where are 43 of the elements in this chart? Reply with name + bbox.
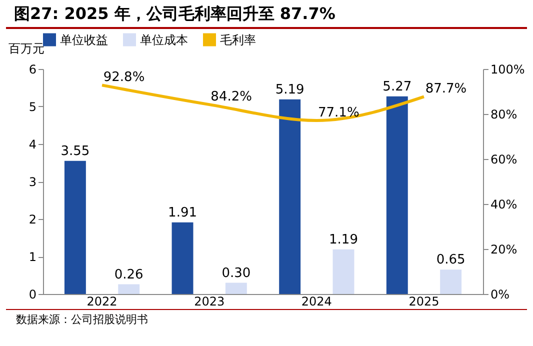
data-label: 1.19 bbox=[329, 232, 358, 248]
data-label: 77.1% bbox=[318, 106, 360, 121]
x-tick-label: 2023 bbox=[194, 294, 225, 308]
bar bbox=[118, 284, 140, 294]
chart-title: 图27: 2025 年，公司毛利率回升至 87.7% bbox=[6, 0, 527, 29]
data-label: 0.30 bbox=[222, 266, 251, 281]
y-tick-label: 2 bbox=[28, 212, 36, 226]
bar bbox=[225, 282, 247, 294]
bar bbox=[172, 222, 194, 294]
data-label: 1.91 bbox=[168, 205, 197, 220]
data-label: 5.27 bbox=[382, 79, 412, 94]
x-tick-label: 2022 bbox=[86, 294, 118, 308]
y-tick-label: 3 bbox=[28, 175, 36, 189]
bar bbox=[386, 96, 408, 294]
y2-tick-label: 60% bbox=[490, 152, 518, 166]
y-tick-label: 0 bbox=[28, 288, 36, 302]
y2-tick-label: 20% bbox=[490, 242, 518, 256]
y2-tick-label: 80% bbox=[490, 108, 518, 122]
bar bbox=[279, 99, 301, 294]
y-tick-label: 4 bbox=[28, 138, 36, 152]
x-tick-label: 2025 bbox=[408, 294, 440, 308]
data-label: 3.55 bbox=[60, 144, 90, 159]
y2-tick-label: 40% bbox=[490, 198, 518, 212]
data-label: 84.2% bbox=[210, 90, 252, 105]
legend-label: 毛利率 bbox=[220, 32, 256, 47]
x-tick-label: 2024 bbox=[301, 294, 332, 308]
bar bbox=[64, 160, 86, 294]
data-label: 0.65 bbox=[436, 252, 466, 268]
source-note: 数据来源：公司招股说明书 bbox=[6, 309, 527, 329]
bar bbox=[332, 249, 354, 294]
y-tick-label: 5 bbox=[28, 100, 36, 114]
y-tick-label: 6 bbox=[28, 62, 36, 76]
legend-label: 单位成本 bbox=[140, 32, 188, 47]
y-tick-label: 1 bbox=[28, 250, 36, 264]
bar bbox=[440, 270, 462, 294]
data-label: 92.8% bbox=[103, 70, 145, 86]
y2-tick-label: 0% bbox=[490, 288, 510, 302]
data-label: 0.26 bbox=[114, 267, 144, 282]
legend-label: 单位收益 bbox=[60, 32, 108, 47]
data-label: 5.19 bbox=[275, 82, 304, 98]
data-label: 87.7% bbox=[425, 82, 467, 97]
y-axis-title: 百万元 bbox=[8, 42, 44, 56]
y2-tick-label: 100% bbox=[490, 62, 525, 76]
